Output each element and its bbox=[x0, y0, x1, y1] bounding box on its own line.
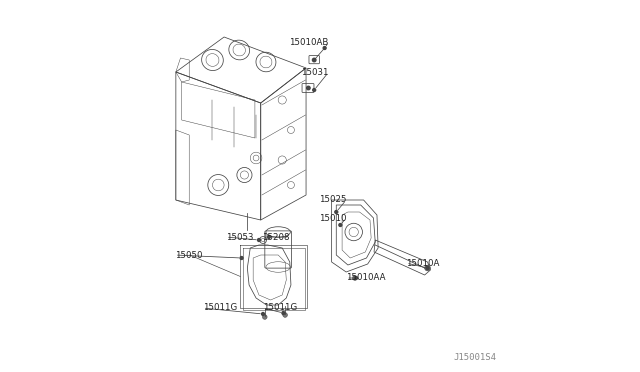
Text: 15011G: 15011G bbox=[203, 304, 237, 312]
Circle shape bbox=[282, 311, 285, 314]
Text: 15010: 15010 bbox=[319, 214, 346, 222]
Circle shape bbox=[313, 89, 316, 92]
Circle shape bbox=[312, 58, 316, 62]
Circle shape bbox=[355, 276, 358, 279]
Text: 15208: 15208 bbox=[262, 232, 290, 241]
Circle shape bbox=[353, 276, 357, 280]
Text: 15010A: 15010A bbox=[406, 259, 440, 267]
Text: 15011G: 15011G bbox=[263, 304, 298, 312]
Text: 15050: 15050 bbox=[175, 250, 202, 260]
Text: 15053: 15053 bbox=[226, 232, 253, 241]
Circle shape bbox=[262, 315, 267, 319]
Text: 15010AA: 15010AA bbox=[346, 273, 386, 282]
Circle shape bbox=[339, 224, 342, 227]
Circle shape bbox=[323, 46, 326, 49]
Circle shape bbox=[426, 267, 429, 269]
Circle shape bbox=[335, 211, 338, 214]
Circle shape bbox=[268, 235, 270, 238]
Circle shape bbox=[283, 313, 287, 317]
Circle shape bbox=[240, 257, 243, 259]
Circle shape bbox=[424, 265, 431, 271]
Text: J15001S4: J15001S4 bbox=[454, 353, 497, 362]
Circle shape bbox=[307, 86, 310, 90]
Text: 15025: 15025 bbox=[319, 196, 346, 205]
Text: 15031: 15031 bbox=[301, 67, 329, 77]
Text: 15010AB: 15010AB bbox=[289, 38, 329, 46]
Circle shape bbox=[262, 312, 264, 315]
Circle shape bbox=[257, 238, 260, 241]
